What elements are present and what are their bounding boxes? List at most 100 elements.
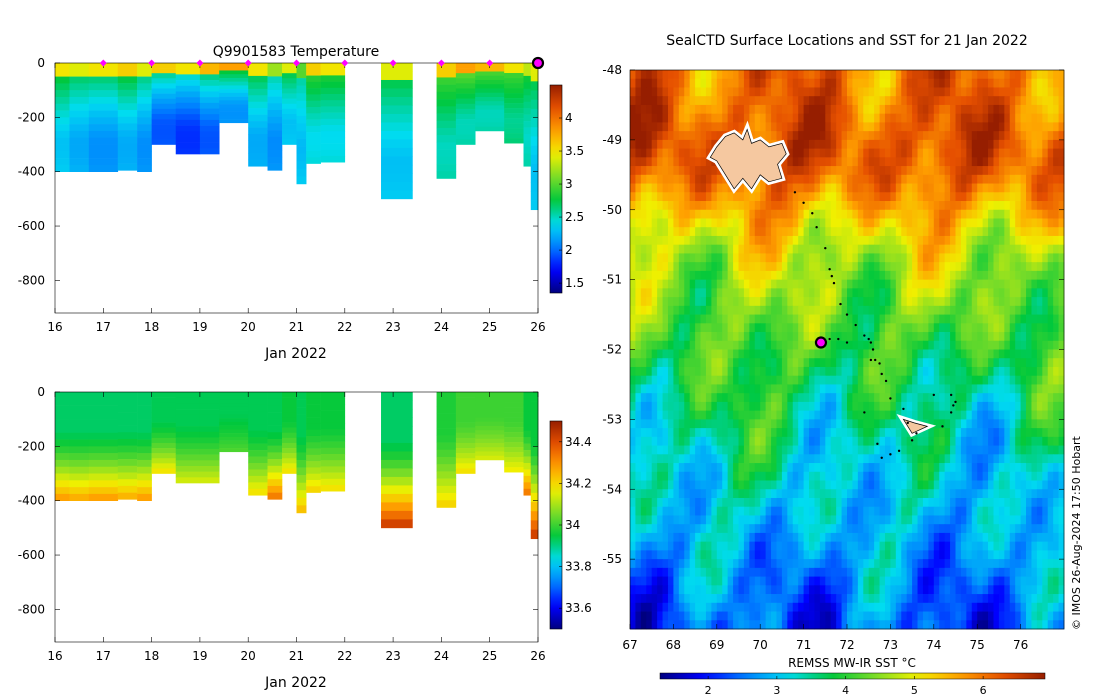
- profile-band: [320, 398, 346, 405]
- sst-cell: [1047, 305, 1054, 315]
- profile-band: [55, 76, 70, 84]
- sst-cell: [922, 480, 929, 490]
- sst-cell: [922, 349, 929, 359]
- sst-cell: [819, 349, 826, 359]
- sst-cell: [760, 70, 767, 80]
- sst-cell: [1020, 131, 1027, 141]
- sst-cell: [841, 323, 848, 333]
- sst-cell: [988, 113, 994, 123]
- sst-cell: [922, 393, 929, 403]
- sst-cell: [1047, 157, 1054, 167]
- sst-cell: [901, 305, 908, 315]
- sst-cell: [776, 384, 783, 394]
- sst-cell: [792, 340, 799, 350]
- sst-cell: [803, 87, 810, 97]
- sst-cell: [809, 201, 815, 211]
- sst-cell: [977, 497, 984, 508]
- sst-cell: [684, 463, 691, 473]
- profile-band: [199, 142, 220, 149]
- y-tick-label: -600: [18, 219, 45, 233]
- profile-band: [55, 466, 70, 474]
- sst-cell: [1036, 183, 1043, 193]
- sst-cell: [678, 463, 685, 473]
- sst-cell: [792, 270, 799, 281]
- sst-cell: [847, 279, 853, 289]
- sst-cell: [847, 113, 853, 123]
- profile-band: [219, 429, 249, 434]
- sst-cell: [857, 489, 864, 499]
- sst-cell: [651, 340, 658, 350]
- sst-cell: [771, 262, 777, 272]
- sst-cell: [966, 349, 973, 359]
- sst-cell: [890, 262, 897, 272]
- profile-band: [55, 419, 70, 427]
- sst-cell: [966, 332, 973, 342]
- sst-cell: [836, 428, 842, 438]
- sst-cell: [1026, 113, 1032, 123]
- sst-cell: [630, 174, 636, 184]
- sst-cell: [917, 401, 924, 412]
- sst-cell: [787, 375, 794, 385]
- sst-cell: [711, 262, 718, 272]
- sst-cell: [646, 436, 653, 446]
- sst-cell: [998, 332, 1005, 342]
- sst-cell: [912, 192, 918, 202]
- sst-cell: [993, 87, 1000, 97]
- sst-cell: [781, 419, 788, 429]
- sst-cell: [662, 157, 669, 167]
- sst-cell: [939, 166, 946, 176]
- sst-cell: [689, 463, 696, 473]
- sst-cell: [765, 253, 772, 263]
- sst-cell: [673, 262, 680, 272]
- sst-cell: [950, 463, 956, 473]
- sst-cell: [776, 70, 783, 80]
- sst-cell: [776, 104, 783, 115]
- sst-cell: [711, 358, 718, 368]
- sst-cell: [825, 70, 832, 80]
- profile-band: [267, 392, 283, 400]
- sst-cell: [917, 506, 924, 516]
- sst-cell: [776, 454, 783, 464]
- profile-band: [267, 465, 283, 473]
- sst-cell: [1031, 253, 1038, 263]
- profile-band: [199, 68, 220, 75]
- sst-cell: [971, 419, 978, 429]
- sst-cell: [733, 192, 739, 202]
- sst-cell: [809, 366, 815, 377]
- sst-cell: [749, 393, 756, 403]
- sst-cell: [798, 375, 804, 385]
- sst-cell: [836, 192, 842, 202]
- sst-cell: [950, 489, 956, 499]
- profile-band: [248, 127, 268, 135]
- sst-cell: [689, 253, 696, 263]
- sst-cell: [988, 209, 994, 219]
- sst-cell: [852, 297, 859, 307]
- sst-cell: [836, 157, 842, 167]
- sst-cell: [673, 497, 680, 508]
- sst-cell: [998, 104, 1005, 115]
- profile-band: [530, 173, 539, 183]
- sst-cell: [998, 445, 1005, 455]
- sst-cell: [1053, 436, 1059, 446]
- sst-cell: [738, 87, 745, 97]
- sst-cell: [765, 244, 772, 254]
- sst-cell: [678, 122, 685, 132]
- sst-cell: [1058, 288, 1065, 298]
- sst-cell: [830, 480, 837, 490]
- sst-cell: [1020, 366, 1027, 377]
- sst-cell: [705, 122, 712, 132]
- sst-cell: [776, 78, 783, 88]
- sst-cell: [998, 393, 1005, 403]
- sst-cell: [646, 227, 653, 237]
- sst-cell: [895, 235, 902, 246]
- sst-cell: [1047, 148, 1054, 158]
- sst-cell: [884, 139, 891, 150]
- sst-cell: [1015, 419, 1021, 429]
- sst-cell: [814, 393, 821, 403]
- sst-cell: [771, 218, 777, 228]
- sst-cell: [874, 192, 880, 202]
- sst-cell: [884, 157, 891, 167]
- sst-cell: [928, 436, 935, 446]
- sst-cell: [1031, 270, 1038, 281]
- profile-band: [267, 412, 283, 420]
